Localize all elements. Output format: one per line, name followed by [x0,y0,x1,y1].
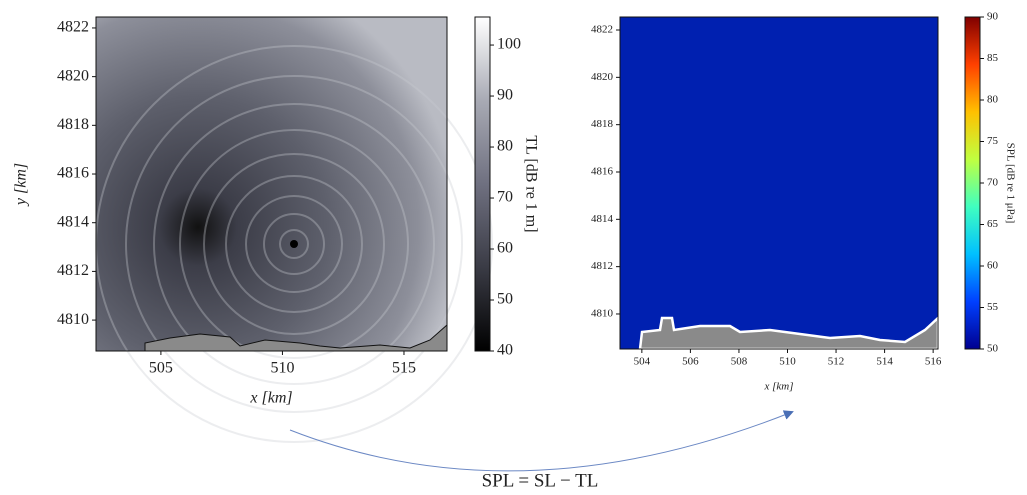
colorbar-tick-label: 65 [987,218,999,230]
colorbar-tick-label: 100 [497,36,521,53]
plot-frame [619,16,939,350]
x-tick-label: 512 [828,356,845,368]
colorbar-tick-label: 85 [987,52,999,64]
tl-image [95,17,493,443]
colorbar-tick-label: 70 [497,189,513,206]
colorbar-tick-label: 90 [497,87,513,104]
colorbar-label: SPL [dB re 1 μPa] [1004,143,1016,224]
plot-frame [95,16,448,352]
x-tick-label: 508 [731,356,748,368]
y-tick-label: 4820 [591,71,614,83]
y-axis-label: y [km] [13,163,30,207]
y-tick-label: 4820 [57,67,89,84]
x-tick-label: 506 [682,356,699,368]
colorbar-tick-label: 80 [497,138,513,155]
y-tick-label: 4810 [591,308,614,320]
colorbar-tick-label: 80 [987,94,999,106]
x-tick-label: 514 [876,356,893,368]
colorbar-tick-label: 90 [987,11,999,23]
colorbar [474,16,491,352]
arrow [289,410,794,472]
colorbar-tick-label: 70 [987,177,999,189]
x-axis-label: x [km] [249,390,292,407]
colorbar-tick-label: 60 [497,240,513,257]
colorbar-tick-label: 40 [497,342,513,359]
y-tick-label: 4814 [591,213,614,225]
y-tick-label: 4818 [57,116,89,133]
colorbar-tick-label: 55 [987,301,999,313]
spl-image [620,17,940,351]
y-tick-label: 4814 [57,213,89,230]
y-tick-label: 4812 [57,262,89,279]
y-tick-label: 4818 [591,118,614,130]
colorbar [964,16,981,350]
x-tick-label: 505 [149,360,173,377]
colorbar-tick-label: 50 [497,291,513,308]
y-tick-label: 4822 [57,19,89,36]
x-tick-label: 504 [634,356,651,368]
colorbar-tick-label: 50 [987,343,999,355]
colorbar-tick-label: 60 [987,260,999,272]
x-tick-label: 510 [270,360,294,377]
colorbar-tick-label: 75 [987,135,999,147]
x-tick-label: 515 [392,360,416,377]
annotation: SPL = SL − TL [482,470,599,491]
y-tick-label: 4812 [591,260,613,272]
colorbar-label: TL [dB re 1 m] [522,135,539,232]
y-tick-label: 4816 [591,166,614,178]
y-tick-label: 4822 [591,24,613,36]
x-tick-label: 510 [779,356,796,368]
x-axis-label: x [km] [763,381,793,393]
x-tick-label: 516 [925,356,942,368]
y-tick-label: 4810 [57,311,89,328]
y-tick-label: 4816 [57,165,89,182]
